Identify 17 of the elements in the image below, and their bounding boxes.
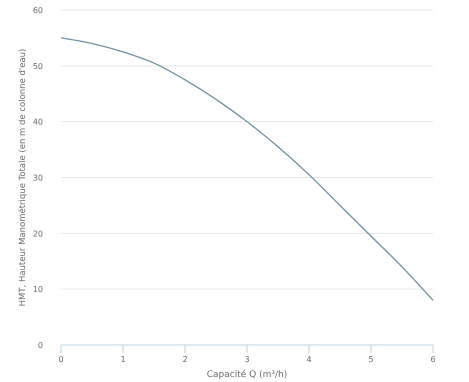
x-axis-title: Capacité Q (m³/h) xyxy=(206,369,288,380)
x-tick-label: 4 xyxy=(306,355,312,364)
x-tick-label: 5 xyxy=(368,355,374,364)
x-tick-label: 6 xyxy=(430,355,436,364)
line-series xyxy=(60,37,434,301)
y-tick-label: 30 xyxy=(32,174,43,182)
y-tick-label: 40 xyxy=(32,118,43,127)
y-axis-title: HMT, Hauteur Manométrique Totale (en m de colonne d'eau) xyxy=(18,48,28,306)
x-tick-label: 2 xyxy=(182,355,188,364)
x-tick-label: 3 xyxy=(244,355,250,364)
y-tick-label: 50 xyxy=(32,62,43,71)
y-tick-label: 60 xyxy=(32,6,43,15)
y-tick-label: 20 xyxy=(32,229,43,238)
y-tick-label: 10 xyxy=(32,285,43,294)
x-tick-label: 1 xyxy=(120,355,126,364)
y-tick-label: 0 xyxy=(38,341,43,350)
x-tick-label: 0 xyxy=(58,355,64,364)
